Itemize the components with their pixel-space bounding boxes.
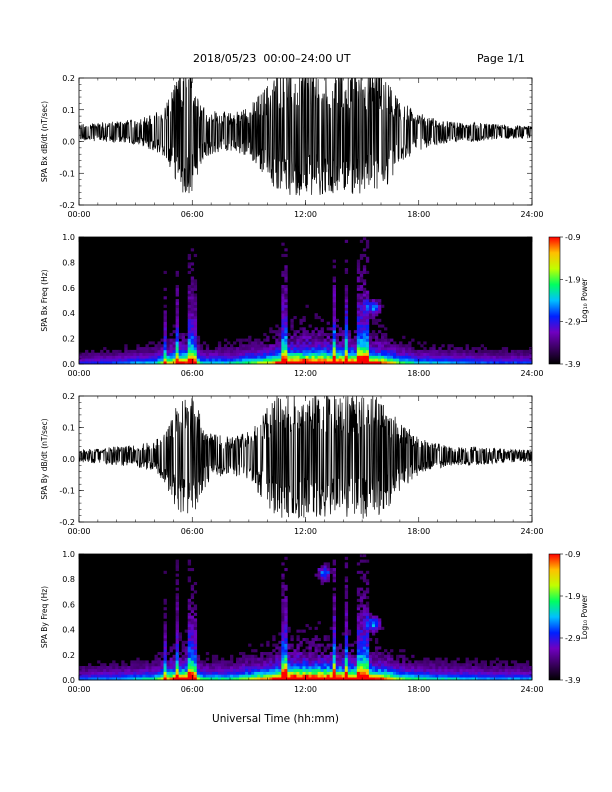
x-tick-label: 06:00 (181, 527, 204, 536)
x-tick-label: 18:00 (407, 369, 430, 378)
colorbar-tick-label: -0.9 (565, 550, 581, 559)
x-axis-label: Universal Time (hh:mm) (212, 713, 339, 725)
colorbar-tick-label: -1.9 (565, 592, 581, 601)
y-tick-label: 1.0 (62, 233, 75, 242)
y-tick-label: 0.6 (62, 600, 75, 609)
x-tick-label: 12:00 (294, 685, 317, 694)
trace-line (79, 78, 532, 196)
panels: -0.2 -0.1 0.0 0.1 0.2 00:00 06:00 12:00 18:00 24:… (40, 74, 589, 725)
page-number: Page 1/1 (477, 52, 525, 65)
y-tick-label: -0.2 (59, 518, 75, 527)
y-tick-label: 0.2 (62, 392, 75, 401)
y-tick-label: 0.2 (62, 651, 75, 660)
y-axis-label: SPA Bx Freq (Hz) (40, 269, 49, 331)
y-tick-label: 1.0 (62, 550, 75, 559)
y-tick-label: 0.1 (62, 424, 75, 433)
y-axis-label: SPA Bx dB/dt (nT/sec) (40, 101, 49, 182)
y-tick-label: 0.1 (62, 106, 75, 115)
plot-title: 2018/05/23 00:00–24:00 UT (193, 52, 351, 65)
panel-2: -0.9 -1.9 -2.9 -3.9 Log₁₀ Power 0.0 0.2 0.4 0.6 0… (40, 233, 589, 378)
x-tick-label: 18:00 (407, 685, 430, 694)
x-tick-label: 00:00 (67, 527, 90, 536)
x-tick-label: 24:00 (520, 685, 543, 694)
spectrogram-cells (79, 554, 533, 681)
x-tick-label: 18:00 (407, 527, 430, 536)
y-axis-label: SPA By dB/dt (nT/sec) (40, 418, 49, 499)
colorbar (548, 553, 561, 681)
colorbar-tick-label: -3.9 (565, 360, 581, 369)
x-tick-label: 06:00 (181, 210, 204, 219)
y-tick-label: 0.4 (62, 626, 75, 635)
x-tick-label: 12:00 (294, 369, 317, 378)
x-tick-label: 12:00 (294, 527, 317, 536)
x-tick-label: 00:00 (67, 685, 90, 694)
panel-1: -0.2 -0.1 0.0 0.1 0.2 00:00 06:00 12:00 18:00 24:… (40, 74, 544, 219)
y-tick-label: 0.0 (62, 360, 75, 369)
panel-3: -0.2 -0.1 0.0 0.1 0.2 00:00 06:00 12:00 18:00 24:… (40, 392, 544, 536)
spectrogram-cells (79, 237, 533, 365)
y-tick-label: -0.1 (59, 169, 75, 178)
colorbar-tick-label: -2.9 (565, 318, 581, 327)
colorbar-tick-label: -0.9 (565, 233, 581, 242)
trace-line (79, 396, 532, 519)
colorbar-tick-label: -2.9 (565, 634, 581, 643)
panel-4: -0.9 -1.9 -2.9 -3.9 Log₁₀ Power 0.0 0.2 0.4 0.6 0… (40, 550, 589, 725)
y-tick-label: 0.4 (62, 309, 75, 318)
x-tick-label: 00:00 (67, 369, 90, 378)
y-tick-label: 0.2 (62, 74, 75, 83)
x-tick-label: 06:00 (181, 685, 204, 694)
x-tick-label: 24:00 (520, 527, 543, 536)
y-tick-label: -0.2 (59, 201, 75, 210)
colorbar-tick-label: -3.9 (565, 676, 581, 685)
y-tick-label: 0.0 (62, 676, 75, 685)
colorbar-label: Log₁₀ Power (580, 594, 589, 639)
y-tick-label: 0.6 (62, 284, 75, 293)
y-tick-label: 0.0 (62, 455, 75, 464)
y-tick-label: 0.2 (62, 335, 75, 344)
x-tick-label: 06:00 (181, 369, 204, 378)
x-tick-label: 00:00 (67, 210, 90, 219)
y-axis-label: SPA By Freq (Hz) (40, 586, 49, 648)
x-tick-label: 18:00 (407, 210, 430, 219)
colorbar-label: Log₁₀ Power (580, 277, 589, 322)
colorbar-tick-label: -1.9 (565, 275, 581, 284)
y-tick-label: -0.1 (59, 487, 75, 496)
y-tick-label: 0.0 (62, 138, 75, 147)
colorbar (548, 236, 561, 365)
x-tick-label: 12:00 (294, 210, 317, 219)
y-tick-label: 0.8 (62, 575, 75, 584)
x-tick-label: 24:00 (520, 210, 543, 219)
x-tick-label: 24:00 (520, 369, 543, 378)
y-tick-label: 0.8 (62, 258, 75, 267)
